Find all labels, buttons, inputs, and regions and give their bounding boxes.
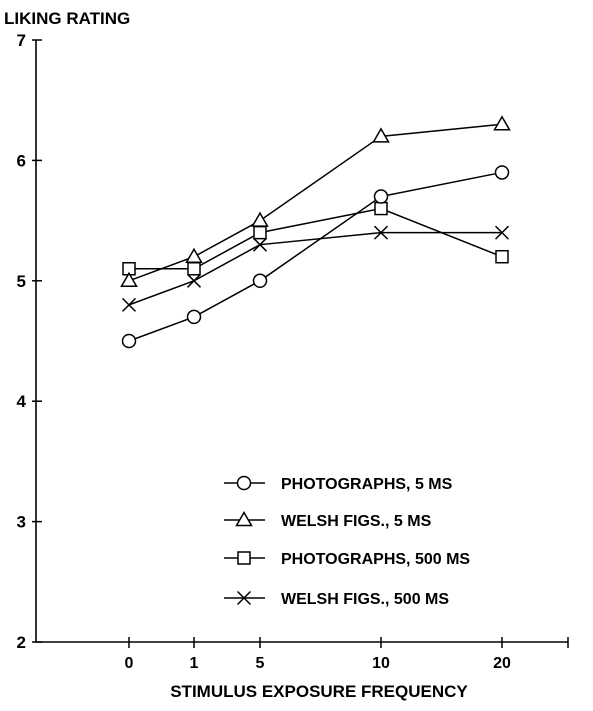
- legend-item: WELSH FIGS., 5 MS: [224, 510, 432, 530]
- x-tick-label: 0: [125, 655, 134, 672]
- data-point-triangle: [251, 211, 269, 227]
- axes: [35, 40, 568, 643]
- series-layer: [120, 115, 511, 349]
- data-point-circle: [121, 333, 137, 349]
- y-tick-label: 6: [17, 151, 26, 170]
- x-axis-ticks: 0 1 5 10 20: [125, 637, 569, 672]
- legend-label: WELSH FIGS., 500 MS: [281, 591, 449, 608]
- x-tick-label: 20: [493, 655, 511, 672]
- data-point-circle: [494, 165, 510, 180]
- data-point-cross: [373, 225, 389, 240]
- legend-marker-triangle: [235, 510, 253, 527]
- legend-marker-cross: [236, 590, 252, 606]
- legend-item: PHOTOGRAPHS, 5 MS: [224, 475, 453, 493]
- data-point-triangle: [185, 247, 203, 263]
- y-tick-label: 2: [17, 633, 26, 652]
- legend-item: WELSH FIGS., 500 MS: [224, 590, 449, 608]
- series-line-circle: [128, 171, 503, 342]
- data-point-cross: [252, 237, 268, 252]
- x-axis-label: STIMULUS EXPOSURE FREQUENCY: [170, 682, 468, 701]
- series-line-triangle: [128, 123, 503, 282]
- data-point-triangle: [372, 127, 390, 143]
- y-tick-label: 7: [17, 31, 26, 50]
- legend-item: PHOTOGRAPHS, 500 MS: [224, 551, 470, 568]
- y-axis-label: LIKING RATING: [4, 9, 130, 28]
- y-tick-label: 5: [17, 272, 26, 291]
- data-point-square: [187, 262, 201, 276]
- legend-marker-circle: [236, 475, 252, 491]
- legend-label: WELSH FIGS., 5 MS: [281, 513, 432, 530]
- data-point-square: [374, 201, 388, 216]
- data-point-square: [495, 249, 509, 264]
- x-tick-label: 1: [190, 655, 199, 672]
- y-tick-label: 4: [17, 392, 27, 411]
- data-point-cross: [121, 297, 137, 312]
- y-axis-ticks: 2 3 4 5 6 7: [17, 31, 42, 652]
- data-point-circle: [252, 273, 268, 289]
- data-point-cross: [186, 273, 202, 288]
- data-point-square: [253, 225, 267, 240]
- data-point-cross: [494, 225, 510, 240]
- x-tick-label: 5: [256, 655, 265, 672]
- data-point-triangle: [120, 271, 138, 288]
- legend-label: PHOTOGRAPHS, 500 MS: [281, 551, 470, 568]
- y-tick-label: 3: [17, 513, 26, 532]
- legend: PHOTOGRAPHS, 5 MS WELSH FIGS., 5 MS PHOTOG…: [224, 475, 470, 608]
- data-point-circle: [186, 309, 202, 325]
- data-point-circle: [373, 189, 389, 204]
- legend-label: PHOTOGRAPHS, 5 MS: [281, 476, 453, 493]
- x-tick-label: 10: [372, 655, 390, 672]
- data-point-triangle: [493, 115, 511, 131]
- legend-marker-square: [237, 551, 251, 565]
